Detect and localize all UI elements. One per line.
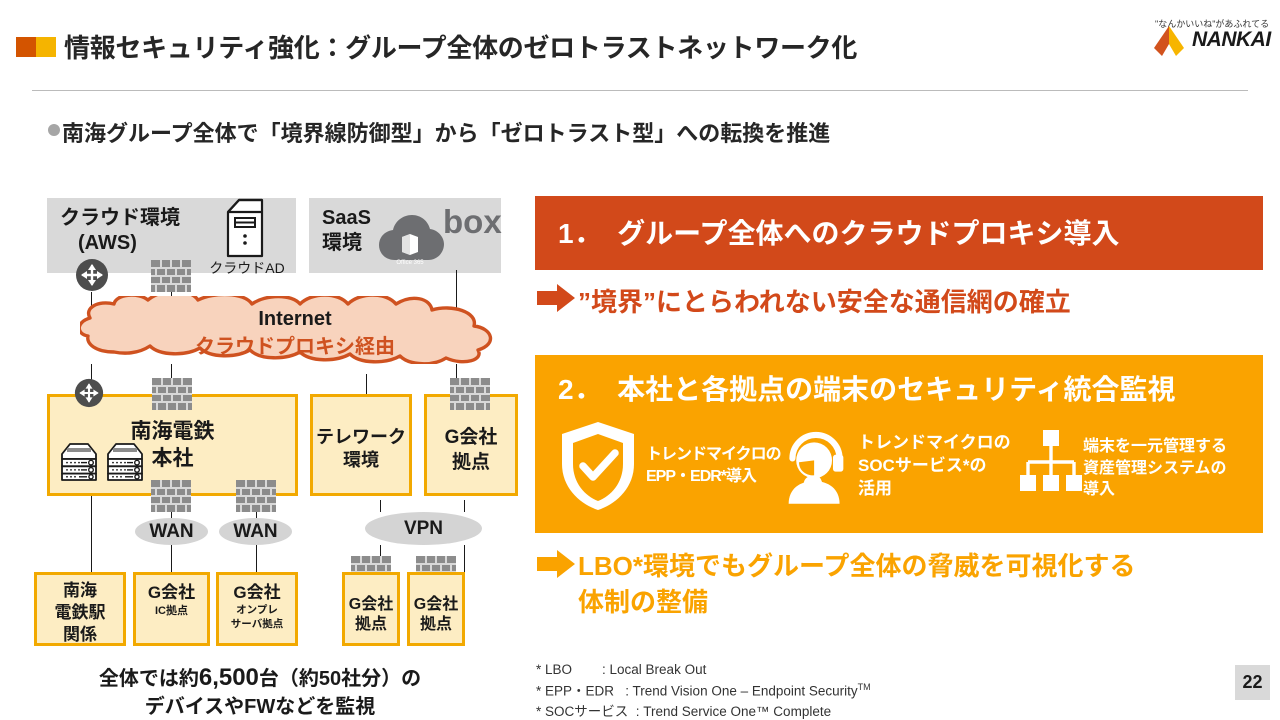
svg-text:Office 365: Office 365 (396, 260, 424, 265)
